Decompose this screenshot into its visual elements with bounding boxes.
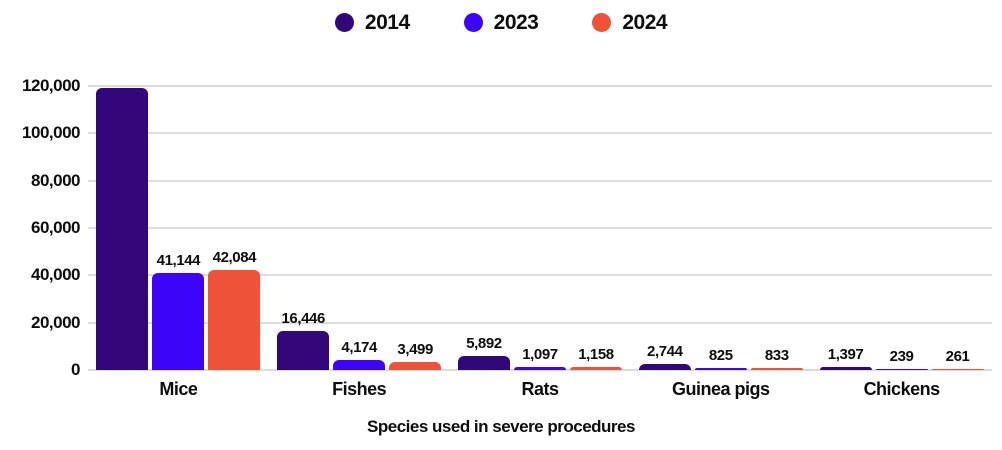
category-label: Chickens [863, 379, 941, 399]
bar-value-label: 16,446 [281, 310, 325, 328]
x-axis-title: Species used in severe procedures [367, 417, 635, 436]
bar-cell: 239 [875, 348, 928, 370]
category-label: Rats [521, 379, 559, 399]
bar-cell: 4,174 [333, 339, 386, 370]
bar [569, 367, 622, 370]
bar-cell: 41,144 [152, 251, 205, 370]
bar-value-label: 833 [764, 347, 789, 364]
y-tick-label: 0 [71, 360, 80, 379]
gridline [88, 274, 992, 277]
bar-value-label: 1,158 [578, 346, 614, 364]
bar-cell: 833 [750, 347, 803, 370]
bar-value-label: 825 [708, 347, 733, 364]
gridline [88, 179, 992, 182]
category-label: Mice [159, 379, 198, 399]
bar [819, 366, 872, 370]
legend-item: 2023 [463, 11, 539, 34]
legend: 2014 2023 2024 [0, 12, 1002, 33]
y-tick-label: 80,000 [31, 170, 81, 190]
bar-groups: 41,144 42,084 16,446 4,174 3,499 5,892 1,097 1,… [88, 86, 992, 370]
bar [513, 367, 566, 370]
bar-cell: 1,097 [513, 346, 566, 370]
bar-cell: 1,397 [819, 345, 872, 370]
gridline [88, 132, 992, 135]
bar [277, 331, 330, 370]
legend-dot-icon [592, 13, 612, 32]
gridline [88, 227, 992, 229]
bar [389, 361, 442, 370]
gridline [88, 85, 992, 87]
y-tick-label: 60,000 [31, 218, 81, 237]
bar-cell: 3,499 [389, 340, 442, 370]
bar-group: 16,446 4,174 3,499 [269, 86, 450, 370]
bar [333, 360, 386, 370]
bar-group: 1,397 239 261 [811, 86, 992, 370]
y-tick-label: 40,000 [31, 265, 81, 285]
bar-value-label: 41,144 [156, 251, 201, 269]
legend-label: 2024 [622, 11, 668, 34]
y-axis: 0 20,000 40,000 60,000 80,000 100,000 120,000 [0, 76, 81, 379]
legend-label: 2023 [493, 11, 539, 34]
category-label: Guinea pigs [672, 379, 770, 399]
bar-value-label: 261 [945, 348, 970, 365]
legend-item: 2024 [592, 11, 668, 34]
bar-cell: 825 [694, 347, 747, 370]
bar-value-label: 2,744 [647, 342, 683, 360]
bar-cell: 2,744 [638, 342, 691, 370]
y-tick-label: 120,000 [22, 76, 80, 95]
x-axis-labels: Mice Fishes Rats Guinea pigs Chickens [88, 379, 992, 400]
legend-dot-icon [334, 13, 354, 32]
bar [96, 88, 149, 370]
bar [875, 369, 928, 370]
bar-value-label: 239 [889, 348, 914, 365]
bar-value-label: 1,097 [522, 346, 558, 364]
bar [208, 270, 261, 370]
gridline [88, 321, 992, 324]
bar-value-label: 4,174 [341, 339, 377, 357]
gridline [88, 369, 992, 371]
y-tick-label: 100,000 [22, 123, 80, 143]
bar [457, 356, 510, 370]
bar [638, 363, 691, 370]
bar-group: 5,892 1,097 1,158 [450, 86, 631, 370]
bar-cell: 16,446 [277, 310, 330, 370]
bar-value-label: 1,397 [827, 345, 864, 363]
bar-value-label: 42,084 [212, 249, 257, 267]
bar-cell: 261 [931, 348, 984, 370]
y-tick-label: 20,000 [31, 312, 81, 332]
bar-cell: 1,158 [569, 346, 622, 370]
plot-area: 41,144 42,084 16,446 4,174 3,499 5,892 1,097 1,… [88, 85, 992, 371]
bar [931, 369, 984, 370]
bar-cell: 42,084 [208, 249, 261, 370]
legend-item: 2014 [334, 11, 410, 34]
bar [750, 368, 803, 370]
bar-value-label: 5,892 [466, 335, 502, 353]
bar [152, 272, 205, 370]
bar-cell [96, 88, 149, 370]
bar-cell: 5,892 [457, 335, 510, 370]
bar-value-label: 3,499 [397, 340, 433, 358]
bar-group: 2,744 825 833 [630, 86, 811, 370]
legend-label: 2014 [364, 11, 410, 34]
bar-group: 41,144 42,084 [88, 86, 269, 370]
legend-dot-icon [463, 13, 483, 32]
category-label: Fishes [332, 379, 387, 399]
bar [694, 368, 747, 370]
